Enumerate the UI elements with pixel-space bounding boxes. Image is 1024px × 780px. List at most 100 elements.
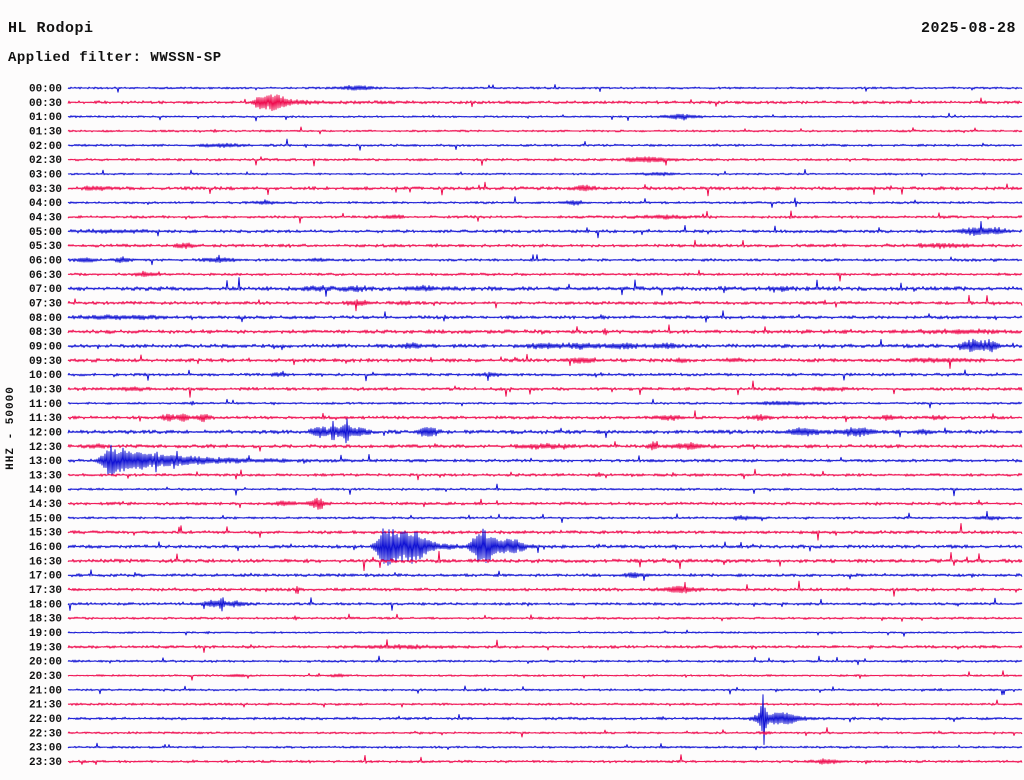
trace-row [67,742,1023,751]
station-title: HL Rodopi [8,20,94,37]
time-label: 19:00 [29,628,62,640]
filter-label: Applied filter: WWSSN-SP [8,50,222,66]
time-label: 08:00 [29,313,62,325]
time-label: 13:30 [29,470,62,482]
time-label: 22:30 [29,728,62,740]
trace-row [67,221,1023,239]
trace-row [67,613,1023,622]
time-label: 01:30 [29,127,62,139]
trace-row [67,580,1023,597]
trace-row [67,694,1023,745]
trace-row [67,277,1023,297]
time-label: 23:30 [29,757,62,769]
trace-row [67,84,1023,93]
trace-row [67,169,1023,177]
time-label: 03:30 [29,184,62,196]
time-label: 18:30 [29,614,62,626]
time-label: 05:00 [29,227,62,239]
trace-row [67,239,1023,250]
time-label: 12:00 [29,427,62,439]
trace-row [67,126,1023,135]
trace-row [67,597,1023,612]
time-label: 11:00 [29,399,62,411]
trace-row [67,310,1023,323]
time-label: 07:30 [29,298,62,310]
time-label: 21:00 [29,685,62,697]
trace-row [67,444,1023,477]
trace-row [67,468,1023,481]
trace-row [67,569,1023,581]
trace-row [67,398,1023,409]
time-label: 14:00 [29,485,62,497]
trace-row [67,353,1023,369]
trace-row [67,483,1023,497]
trace-row [67,685,1023,696]
time-label: 23:00 [29,743,62,755]
trace-row [67,138,1023,151]
trace-row [67,418,1023,444]
trace-row [67,196,1023,208]
trace-row [67,369,1023,382]
time-label: 00:30 [29,98,62,110]
trace-row [67,670,1023,681]
trace-row [67,497,1023,510]
trace-row [67,294,1023,312]
trace-row [67,410,1023,423]
trace-row [67,655,1023,666]
time-label: 01:00 [29,112,62,124]
trace-row [67,510,1023,523]
time-label: 10:30 [29,384,62,396]
time-label: 18:00 [29,599,62,611]
trace-row [67,181,1023,197]
time-label: 16:00 [29,542,62,554]
trace-row [67,441,1023,452]
time-label: 17:00 [29,571,62,583]
record-date: 2025-08-28 [920,20,1016,37]
time-label: 15:30 [29,528,62,540]
time-label: 09:00 [29,341,62,353]
trace-row [67,156,1023,167]
time-label: 19:30 [29,642,62,654]
time-label: 02:00 [29,141,62,153]
trace-row [67,754,1023,765]
time-label: 03:00 [29,170,62,182]
trace-row [67,639,1023,653]
time-label: 04:30 [29,213,62,225]
time-label: 10:00 [29,370,62,382]
time-label: 17:30 [29,585,62,597]
time-label: 20:00 [29,657,62,669]
time-label: 13:00 [29,456,62,468]
time-label: 09:30 [29,356,62,368]
time-label: 00:00 [29,84,62,96]
time-label: 02:30 [29,155,62,167]
time-label: 20:30 [29,671,62,683]
time-label: 16:30 [29,556,62,568]
time-label: 06:30 [29,270,62,282]
trace-row [67,269,1023,282]
time-label: 05:30 [29,241,62,253]
trace-row [67,338,1023,353]
time-label: 12:30 [29,442,62,454]
trace-row [67,528,1023,566]
time-label: 04:00 [29,198,62,210]
time-label: 07:00 [29,284,62,296]
trace-row [67,550,1023,572]
time-label: 08:30 [29,327,62,339]
time-label: 15:00 [29,513,62,525]
time-label: 11:30 [29,413,62,425]
time-label: 06:00 [29,256,62,268]
trace-row [67,254,1023,266]
trace-row [67,523,1023,541]
trace-row [67,380,1023,398]
time-label: 14:30 [29,499,62,511]
trace-row [67,324,1023,336]
trace-row [67,210,1023,224]
trace-row [67,94,1023,112]
time-label: 21:30 [29,700,62,712]
trace-row [67,112,1023,122]
trace-row [67,727,1023,738]
trace-row [67,699,1023,708]
trace-row [67,629,1023,637]
